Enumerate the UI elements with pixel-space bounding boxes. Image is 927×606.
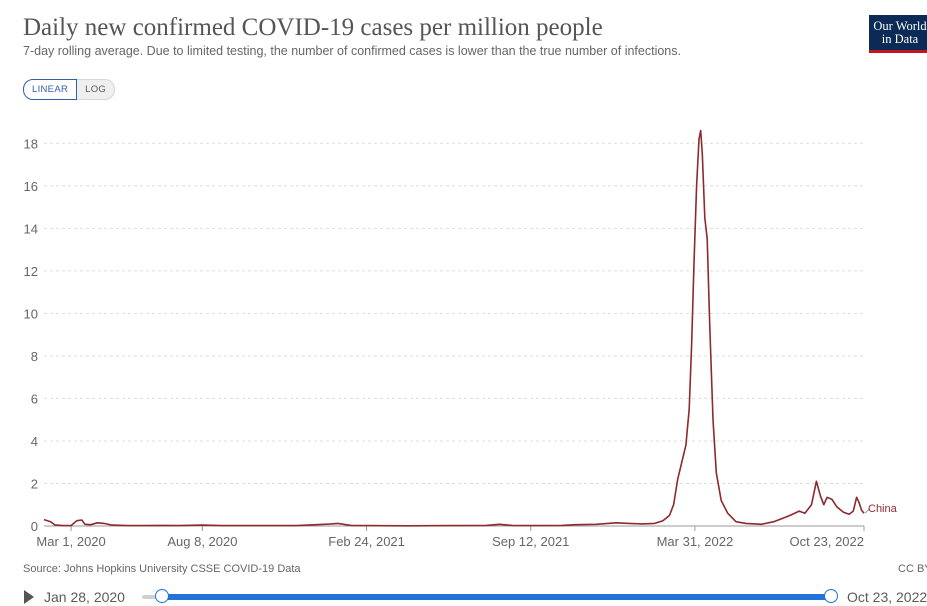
x-tick-label: Feb 24, 2021	[328, 534, 405, 549]
y-tick-label: 18	[24, 136, 38, 151]
timeline-end-label: Oct 23, 2022	[847, 589, 927, 605]
logo-line-1: Our World	[873, 19, 927, 33]
x-tick-label: Mar 31, 2022	[657, 534, 734, 549]
scale-toggle: LINEAR LOG	[23, 79, 116, 100]
series-label-connector	[864, 508, 870, 514]
series-line-china	[43, 129, 865, 527]
chart-title: Daily new confirmed COVID-19 cases per m…	[23, 14, 603, 41]
linear-scale-button[interactable]: LINEAR	[23, 79, 78, 100]
y-tick-label: 16	[24, 179, 38, 194]
timeline-track-unselected	[142, 595, 162, 599]
line-chart: 0 2 4 6 8 10 12 14 16 18 Mar 1, 2020 Aug 8, 2020 Feb…	[24, 129, 898, 549]
y-tick-label: 2	[31, 476, 38, 491]
source-note: Source: Johns Hopkins University CSSE CO…	[23, 563, 301, 575]
log-scale-button[interactable]: LOG	[77, 79, 116, 100]
play-icon[interactable]	[24, 590, 34, 604]
y-tick-label: 10	[24, 306, 38, 321]
y-tick-label: 12	[24, 264, 38, 279]
x-tick-label: Aug 8, 2020	[167, 534, 237, 549]
y-tick-label: 8	[31, 349, 38, 364]
timeline-start-handle[interactable]	[155, 589, 169, 603]
x-tick-label: Mar 1, 2020	[36, 534, 105, 549]
timeline-track-selected[interactable]	[162, 594, 830, 600]
logo-line-2: in Data	[881, 32, 919, 46]
y-tick-label: 14	[24, 221, 38, 236]
timeline: Jan 28, 2020 Oct 23, 2022	[0, 586, 927, 606]
series-label-china: China	[868, 503, 898, 515]
x-tick-label: Sep 12, 2021	[492, 534, 569, 549]
chart-subtitle: 7-day rolling average. Due to limited te…	[23, 44, 681, 58]
x-tick-label: Oct 23, 2022	[790, 534, 864, 549]
y-tick-label: 6	[31, 391, 38, 406]
timeline-end-handle[interactable]	[824, 589, 838, 603]
timeline-start-label: Jan 28, 2020	[44, 589, 125, 605]
y-tick-label: 0	[31, 519, 38, 534]
license-label[interactable]: CC BY	[898, 563, 927, 575]
y-tick-label: 4	[31, 434, 38, 449]
owid-logo[interactable]: Our World in Data	[869, 15, 927, 53]
